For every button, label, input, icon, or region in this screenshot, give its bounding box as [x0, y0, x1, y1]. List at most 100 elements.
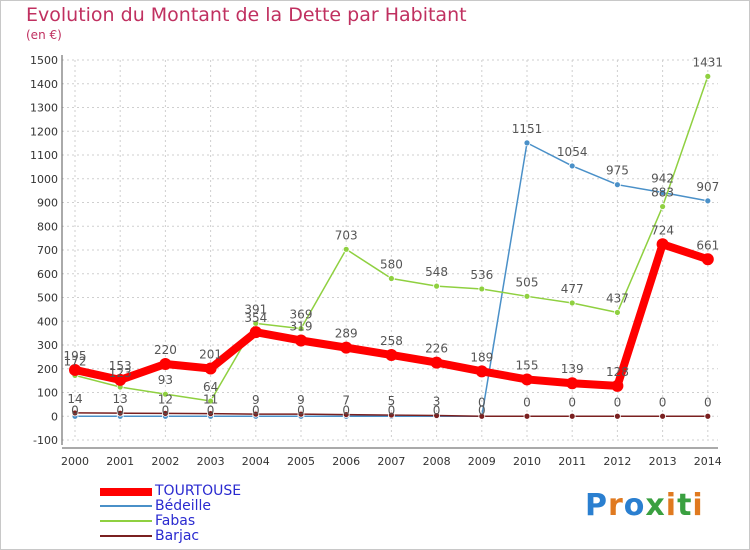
legend-label: Barjac [155, 528, 200, 544]
logo-letter: x [645, 488, 666, 523]
x-tick-label: 2010 [513, 455, 541, 468]
data-point [566, 377, 579, 390]
data-point [523, 139, 531, 147]
data-label-barjac: 3 [433, 395, 441, 409]
data-label-bedeille: 907 [696, 180, 719, 194]
data-label-barjac: 0 [523, 395, 531, 409]
data-label-fabas: 172 [64, 354, 87, 368]
data-label-bedeille: 0 [252, 403, 260, 417]
data-label-tourtouse: 258 [380, 334, 403, 348]
data-label-bedeille: 0 [207, 403, 215, 417]
logo-letter: r [608, 488, 624, 523]
data-label-fabas: 536 [470, 268, 493, 282]
legend-swatch [100, 535, 152, 537]
legend-swatch [100, 505, 152, 507]
data-point [161, 390, 169, 398]
logo-letter: P [585, 488, 608, 523]
data-label-tourtouse: 189 [470, 350, 493, 364]
proxiti-logo: Proxiti [585, 488, 704, 523]
data-label-tourtouse: 724 [651, 223, 674, 237]
y-tick-label: 500 [37, 292, 58, 305]
data-label-bedeille: 0 [71, 403, 79, 417]
x-tick-label: 2002 [151, 455, 179, 468]
data-point [433, 412, 441, 419]
y-tick-label: 1100 [30, 149, 58, 162]
x-tick-label: 2004 [242, 455, 270, 468]
legend-swatch [100, 488, 152, 496]
data-label-fabas: 505 [516, 275, 539, 289]
data-label-fabas: 1431 [693, 55, 724, 69]
data-point [69, 363, 81, 376]
data-label-bedeille: 0 [116, 403, 124, 417]
logo-letter: i [665, 488, 678, 523]
y-tick-label: 700 [37, 244, 58, 257]
data-label-barjac: 0 [568, 395, 576, 409]
data-label-tourtouse: 354 [244, 311, 267, 325]
data-point [475, 365, 488, 378]
data-point [568, 162, 576, 170]
data-label-barjac: 5 [388, 394, 396, 408]
data-point [71, 409, 79, 417]
data-label-bedeille: 0 [388, 403, 396, 417]
data-point [523, 412, 531, 420]
data-point [204, 362, 217, 375]
data-label-bedeille: 0 [297, 403, 305, 417]
data-point [430, 356, 443, 369]
data-label-barjac: 9 [297, 393, 305, 407]
data-label-fabas: 391 [244, 302, 267, 316]
data-label-barjac: 0 [659, 395, 667, 409]
data-label-bedeille: 942 [651, 172, 674, 186]
y-tick-label: 100 [37, 387, 58, 400]
data-point [387, 275, 395, 282]
data-point [704, 197, 712, 205]
x-tick-label: 2014 [694, 455, 722, 468]
data-point [659, 203, 666, 210]
logo-letter: i [692, 488, 704, 523]
data-point [114, 373, 127, 386]
x-tick-label: 2006 [332, 455, 360, 468]
data-label-fabas: 548 [425, 265, 448, 279]
data-label-bedeille: 0 [433, 403, 441, 417]
data-label-fabas: 477 [561, 282, 584, 296]
x-tick-label: 2008 [423, 455, 451, 468]
data-point [478, 412, 486, 420]
data-point [433, 282, 441, 290]
x-tick-label: 2000 [61, 455, 89, 468]
data-label-tourtouse: 139 [561, 362, 584, 376]
data-point [656, 238, 669, 251]
data-label-fabas: 883 [651, 186, 674, 200]
chart-title: Evolution du Montant de la Dette par Hab… [26, 4, 467, 26]
data-point [387, 411, 395, 419]
data-label-tourtouse: 201 [199, 348, 222, 362]
data-point [614, 181, 621, 189]
data-point [385, 348, 398, 361]
data-point [207, 410, 215, 418]
data-label-tourtouse: 128 [606, 365, 629, 379]
data-point [342, 411, 350, 418]
y-tick-label: -100 [33, 434, 58, 447]
y-tick-label: 800 [37, 220, 58, 233]
data-label-tourtouse: 155 [516, 358, 539, 372]
data-point [297, 325, 305, 333]
x-tick-label: 2005 [287, 455, 315, 468]
y-tick-label: 400 [37, 315, 58, 328]
data-point [207, 397, 215, 405]
data-label-fabas: 93 [158, 373, 173, 387]
data-label-bedeille: 1151 [512, 122, 543, 136]
x-tick-label: 2003 [197, 455, 225, 468]
data-point [704, 412, 712, 420]
data-label-tourtouse: 226 [425, 342, 448, 356]
data-point [342, 245, 350, 253]
data-point [568, 412, 576, 420]
data-point [478, 285, 486, 293]
data-point [611, 379, 624, 392]
data-point [340, 341, 353, 354]
data-label-barjac: 13 [113, 392, 128, 406]
data-label-fabas: 369 [290, 308, 313, 322]
logo-letter: o [623, 488, 646, 523]
data-label-tourtouse: 289 [335, 327, 358, 341]
data-point [249, 326, 262, 339]
x-tick-label: 2001 [106, 455, 134, 468]
data-label-fabas: 437 [606, 291, 629, 305]
